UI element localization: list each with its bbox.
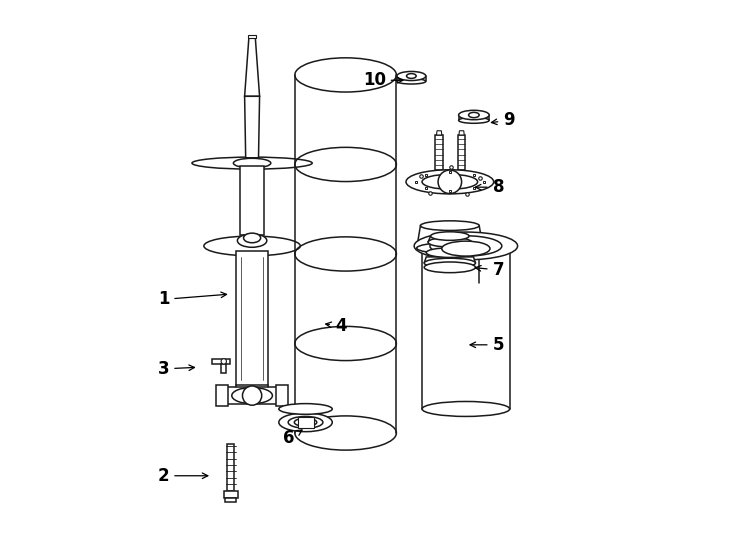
Circle shape <box>221 359 227 364</box>
Polygon shape <box>248 35 256 37</box>
Ellipse shape <box>468 112 479 118</box>
Ellipse shape <box>397 79 426 84</box>
Polygon shape <box>426 246 473 253</box>
Polygon shape <box>240 166 264 235</box>
Polygon shape <box>435 135 443 170</box>
Ellipse shape <box>421 221 479 231</box>
Ellipse shape <box>428 238 472 247</box>
Circle shape <box>438 170 462 193</box>
Text: 9: 9 <box>491 111 515 130</box>
Ellipse shape <box>294 418 317 426</box>
Text: 10: 10 <box>363 71 403 89</box>
Ellipse shape <box>431 232 469 240</box>
Ellipse shape <box>442 241 490 256</box>
Circle shape <box>242 386 262 405</box>
Ellipse shape <box>407 73 416 78</box>
Ellipse shape <box>288 416 323 428</box>
Ellipse shape <box>406 170 494 194</box>
Ellipse shape <box>459 110 489 120</box>
Polygon shape <box>276 386 288 406</box>
Ellipse shape <box>232 388 272 404</box>
Polygon shape <box>227 444 234 491</box>
Ellipse shape <box>424 258 476 268</box>
Text: 2: 2 <box>158 467 208 485</box>
Polygon shape <box>224 491 238 498</box>
Ellipse shape <box>424 262 476 273</box>
Text: 6: 6 <box>283 429 302 447</box>
Text: 7: 7 <box>476 261 504 279</box>
Ellipse shape <box>422 401 509 416</box>
Ellipse shape <box>204 236 300 256</box>
Polygon shape <box>244 96 260 158</box>
Text: 8: 8 <box>476 178 504 196</box>
Polygon shape <box>428 236 472 242</box>
Ellipse shape <box>237 234 266 247</box>
Polygon shape <box>225 498 236 503</box>
Polygon shape <box>297 417 313 428</box>
Ellipse shape <box>192 157 312 169</box>
Ellipse shape <box>397 71 426 80</box>
Ellipse shape <box>426 248 473 258</box>
Ellipse shape <box>459 117 489 123</box>
Polygon shape <box>212 359 230 363</box>
Polygon shape <box>437 131 442 135</box>
Polygon shape <box>459 131 465 135</box>
Ellipse shape <box>279 403 333 414</box>
Ellipse shape <box>233 158 271 168</box>
Polygon shape <box>458 135 465 170</box>
Ellipse shape <box>422 174 478 190</box>
Polygon shape <box>216 386 228 406</box>
Text: 1: 1 <box>158 291 227 308</box>
Polygon shape <box>244 37 260 96</box>
Polygon shape <box>236 251 268 385</box>
Ellipse shape <box>430 236 502 256</box>
Polygon shape <box>424 257 476 263</box>
Text: 3: 3 <box>158 360 195 378</box>
Text: 4: 4 <box>326 317 346 335</box>
Text: 5: 5 <box>470 336 504 354</box>
Ellipse shape <box>244 233 261 243</box>
Ellipse shape <box>417 243 483 253</box>
Ellipse shape <box>279 413 333 431</box>
Polygon shape <box>221 363 227 373</box>
Ellipse shape <box>414 232 517 260</box>
Polygon shape <box>417 226 483 248</box>
